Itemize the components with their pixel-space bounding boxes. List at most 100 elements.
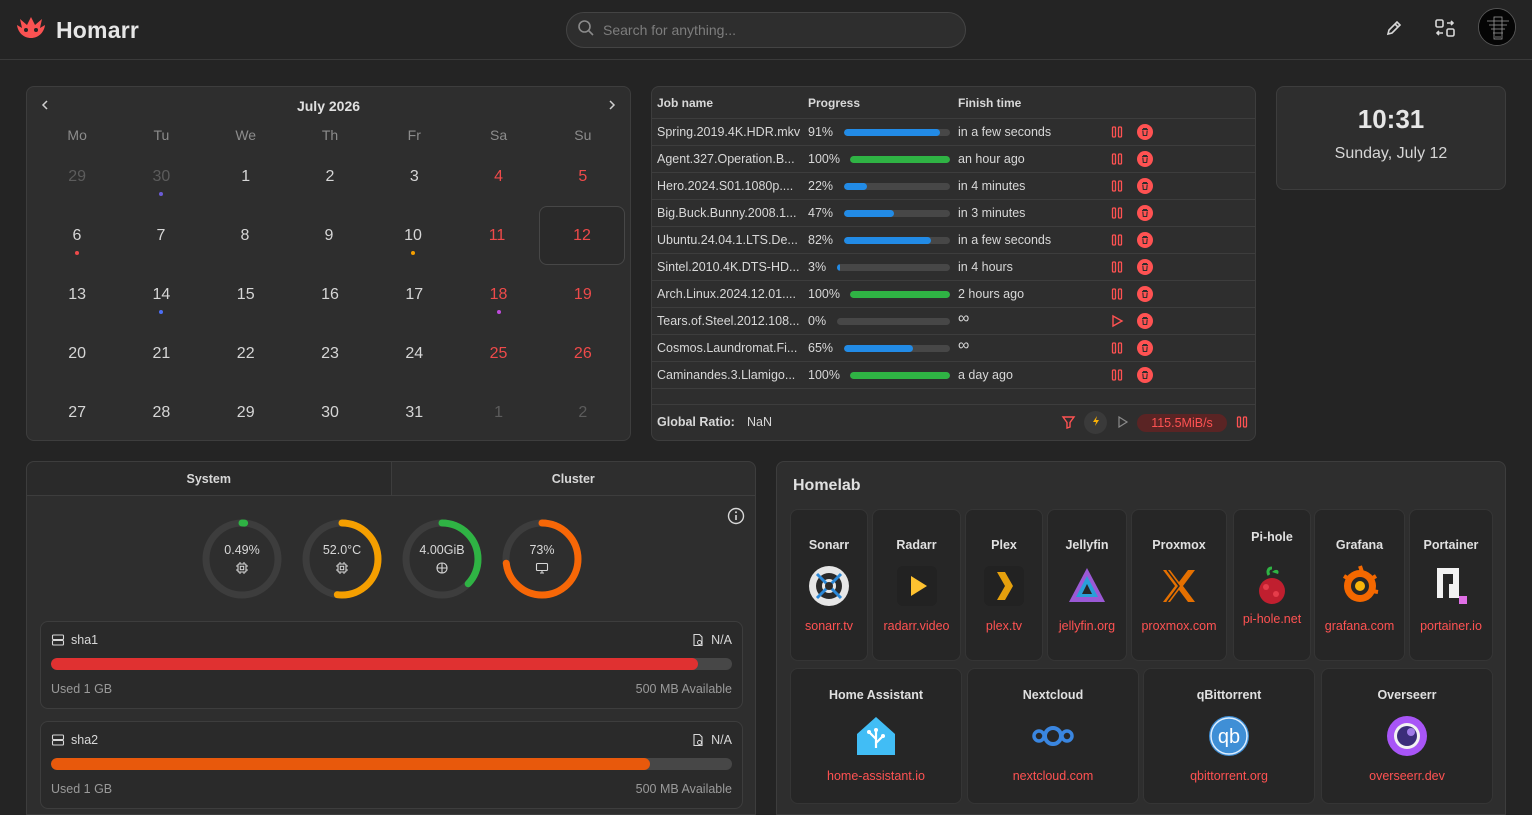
calendar-day[interactable]: 13 xyxy=(35,265,119,324)
delete-button[interactable] xyxy=(1137,313,1153,329)
app-tile-plex[interactable]: Plex plex.tv xyxy=(965,509,1043,661)
col-finish-time[interactable]: Finish time xyxy=(958,96,1022,110)
download-row[interactable]: Caminandes.3.Llamigo... 100% a day ago xyxy=(652,362,1255,389)
app-url[interactable]: jellyfin.org xyxy=(1058,619,1116,633)
calendar-day[interactable]: 3 xyxy=(372,147,456,206)
calendar-day[interactable]: 27 xyxy=(35,383,119,442)
pause-button[interactable] xyxy=(1109,232,1125,248)
delete-button[interactable] xyxy=(1137,124,1153,140)
avatar[interactable] xyxy=(1478,8,1516,46)
calendar-day[interactable]: 10 xyxy=(371,206,455,265)
pause-button[interactable] xyxy=(1109,259,1125,275)
app-url[interactable]: nextcloud.com xyxy=(1012,769,1094,783)
calendar-day[interactable]: 24 xyxy=(372,324,456,383)
download-row[interactable]: Sintel.2010.4K.DTS-HD... 3% in 4 hours xyxy=(652,254,1255,281)
info-icon[interactable] xyxy=(727,507,745,530)
search-input[interactable] xyxy=(603,22,943,38)
calendar-day[interactable]: 28 xyxy=(119,383,203,442)
download-row[interactable]: Arch.Linux.2024.12.01.... 100% 2 hours ago xyxy=(652,281,1255,308)
calendar-day[interactable]: 2 xyxy=(288,147,372,206)
pause-button[interactable] xyxy=(1109,340,1125,356)
calendar-day[interactable]: 4 xyxy=(456,147,540,206)
pause-button[interactable] xyxy=(1109,124,1125,140)
calendar-day[interactable]: 1 xyxy=(204,147,288,206)
download-row[interactable]: Agent.327.Operation.B... 100% an hour ago xyxy=(652,146,1255,173)
app-url[interactable]: proxmox.com xyxy=(1141,619,1217,633)
app-url[interactable]: portainer.io xyxy=(1420,619,1482,633)
app-tile-qbittorrent[interactable]: qBittorrent qb qbittorrent.org xyxy=(1143,668,1315,804)
pause-button[interactable] xyxy=(1109,367,1125,383)
calendar-day[interactable]: 2 xyxy=(541,383,625,442)
calendar-day[interactable]: 26 xyxy=(541,324,625,383)
download-row[interactable]: Spring.2019.4K.HDR.mkv 91% in a few second… xyxy=(652,119,1255,146)
app-tile-sonarr[interactable]: Sonarr sonarr.tv xyxy=(790,509,868,661)
calendar-day[interactable]: 22 xyxy=(204,324,288,383)
col-job-name[interactable]: Job name xyxy=(657,96,714,110)
calendar-day[interactable]: 7 xyxy=(119,206,203,265)
download-row[interactable]: Cosmos.Laundromat.Fi... 65% ∞ xyxy=(652,335,1255,362)
app-url[interactable]: sonarr.tv xyxy=(805,619,853,633)
delete-button[interactable] xyxy=(1137,286,1153,302)
download-row[interactable]: Tears.of.Steel.2012.108... 0% ∞ xyxy=(652,308,1255,335)
app-url[interactable]: home-assistant.io xyxy=(827,769,925,783)
delete-button[interactable] xyxy=(1137,205,1153,221)
pause-button[interactable] xyxy=(1109,286,1125,302)
search-bar[interactable] xyxy=(566,12,966,48)
app-tile-pihole[interactable]: Pi-hole pi-hole.net xyxy=(1233,509,1311,661)
prev-month-button[interactable] xyxy=(36,97,54,115)
calendar-day[interactable]: 29 xyxy=(204,383,288,442)
download-row[interactable]: Ubuntu.24.04.1.LTS.De... 82% in a few seco… xyxy=(652,227,1255,254)
app-tile-home-assistant[interactable]: Home Assistant home-assistant.io xyxy=(790,668,962,804)
calendar-day-today[interactable]: 12 xyxy=(539,206,625,265)
pause-all-icon[interactable] xyxy=(1235,415,1249,432)
tab-system[interactable]: System xyxy=(27,462,392,495)
calendar-day[interactable]: 16 xyxy=(288,265,372,324)
logo[interactable]: Homarr xyxy=(14,14,139,47)
app-tile-nextcloud[interactable]: Nextcloud nextcloud.com xyxy=(967,668,1139,804)
download-row[interactable]: Hero.2024.S01.1080p.... 22% in 4 minutes xyxy=(652,173,1255,200)
delete-button[interactable] xyxy=(1137,151,1153,167)
filter-icon[interactable] xyxy=(1061,415,1076,433)
calendar-day[interactable]: 30 xyxy=(119,147,203,206)
calendar-day[interactable]: 31 xyxy=(372,383,456,442)
app-url[interactable]: grafana.com xyxy=(1324,619,1395,633)
calendar-day[interactable]: 17 xyxy=(372,265,456,324)
calendar-day[interactable]: 23 xyxy=(288,324,372,383)
edit-button[interactable] xyxy=(1380,16,1408,44)
alt-speed-button[interactable] xyxy=(1084,411,1107,434)
calendar-day[interactable]: 30 xyxy=(288,383,372,442)
app-tile-portainer[interactable]: Portainer portainer.io xyxy=(1409,509,1493,661)
app-tile-jellyfin[interactable]: Jellyfin jellyfin.org xyxy=(1047,509,1127,661)
next-month-button[interactable] xyxy=(603,97,621,115)
app-url[interactable]: pi-hole.net xyxy=(1242,612,1302,626)
app-url[interactable]: overseerr.dev xyxy=(1369,769,1445,783)
app-url[interactable]: plex.tv xyxy=(985,619,1023,633)
app-url[interactable]: radarr.video xyxy=(883,619,950,633)
delete-button[interactable] xyxy=(1137,367,1153,383)
resume-all-icon[interactable] xyxy=(1117,415,1129,431)
calendar-day[interactable]: 15 xyxy=(204,265,288,324)
calendar-day[interactable]: 1 xyxy=(456,383,540,442)
delete-button[interactable] xyxy=(1137,340,1153,356)
calendar-day[interactable]: 6 xyxy=(35,206,119,265)
calendar-day[interactable]: 20 xyxy=(35,324,119,383)
download-row[interactable]: Big.Buck.Bunny.2008.1... 47% in 3 minutes xyxy=(652,200,1255,227)
calendar-day[interactable]: 25 xyxy=(456,324,540,383)
delete-button[interactable] xyxy=(1137,178,1153,194)
calendar-day[interactable]: 11 xyxy=(455,206,539,265)
delete-button[interactable] xyxy=(1137,259,1153,275)
col-progress[interactable]: Progress xyxy=(808,96,861,110)
calendar-day[interactable]: 18 xyxy=(456,265,540,324)
calendar-day[interactable]: 8 xyxy=(203,206,287,265)
resume-button[interactable] xyxy=(1109,313,1125,329)
delete-button[interactable] xyxy=(1137,232,1153,248)
pause-button[interactable] xyxy=(1109,151,1125,167)
app-tile-overseerr[interactable]: Overseerr overseerr.dev xyxy=(1321,668,1493,804)
pause-button[interactable] xyxy=(1109,205,1125,221)
calendar-day[interactable]: 21 xyxy=(119,324,203,383)
app-tile-radarr[interactable]: Radarr radarr.video xyxy=(872,509,961,661)
calendar-day[interactable]: 5 xyxy=(541,147,625,206)
switch-board-button[interactable] xyxy=(1431,16,1459,44)
calendar-day[interactable]: 29 xyxy=(35,147,119,206)
calendar-day[interactable]: 9 xyxy=(287,206,371,265)
